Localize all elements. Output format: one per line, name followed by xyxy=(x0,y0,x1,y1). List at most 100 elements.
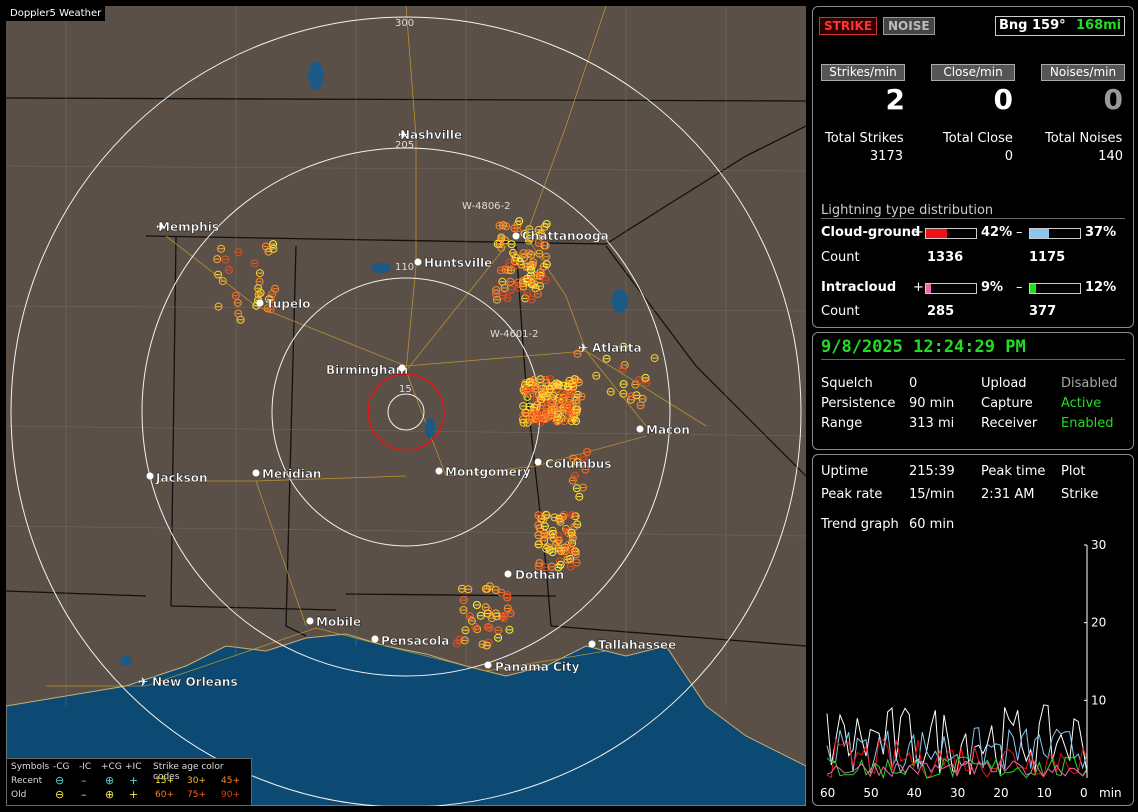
ic-negative-count: 377 xyxy=(1029,304,1057,319)
app-title: Doppler5 Weather xyxy=(6,6,106,21)
receiver-value[interactable]: Enabled xyxy=(1061,416,1114,431)
legend-age-title: Strike age color codes xyxy=(153,762,224,782)
storm-label-2[interactable]: W-4601-2 xyxy=(490,329,539,340)
ic-positive-bar xyxy=(925,283,977,294)
intracloud-label: Intracloud xyxy=(821,280,897,295)
strike-marker-414 xyxy=(575,492,584,501)
uptime-label: Uptime xyxy=(821,464,869,479)
city-dot-mobile xyxy=(306,617,314,625)
city-markers xyxy=(146,232,644,669)
city-dot-tupelo xyxy=(256,299,264,307)
trend-x-tick-label-30: 30 xyxy=(950,786,965,800)
noises-per-min-label[interactable]: Noises/min xyxy=(1041,64,1125,81)
trend-y-tick-label-20: 20 xyxy=(1091,616,1106,630)
strike-map[interactable]: 300 205 110 15 W-4806-2 W-4601-2 Nashvil… xyxy=(6,6,806,806)
range-value[interactable]: 313 mi xyxy=(909,416,955,431)
peak-rate-label: Peak rate xyxy=(821,487,883,502)
strike-marker-419 xyxy=(579,483,587,492)
strike-marker-199 xyxy=(506,266,515,275)
strike-marker-149 xyxy=(536,395,545,404)
ring-label-110: 110 xyxy=(395,262,414,273)
strike-marker-389 xyxy=(478,640,487,649)
strike-marker-409 xyxy=(619,380,628,389)
noise-tag-button[interactable]: NOISE xyxy=(883,17,935,35)
strike-marker-183 xyxy=(507,285,515,294)
strike-marker-213 xyxy=(493,295,501,304)
city-dot-dothan xyxy=(504,570,512,578)
uptime-value: 215:39 xyxy=(909,464,955,479)
strike-tag-button[interactable]: STRIKE xyxy=(819,17,878,35)
strike-marker-418 xyxy=(581,465,590,474)
cloud-ground-label: Cloud-ground xyxy=(821,225,921,240)
strike-marker-334 xyxy=(264,295,273,304)
close-ring xyxy=(367,373,445,451)
strike-marker-356 xyxy=(471,622,480,631)
strike-marker-235 xyxy=(495,221,504,230)
strike-marker-203 xyxy=(523,288,532,297)
strike-marker-342 xyxy=(214,270,223,279)
strike-marker-401 xyxy=(619,389,628,398)
ic-negative-bar-fill xyxy=(1030,284,1036,293)
strike-marker-360 xyxy=(461,626,470,635)
legend-old-label: Old xyxy=(11,790,27,800)
plot-value[interactable]: Strike xyxy=(1061,487,1099,502)
strike-marker-398 xyxy=(577,392,586,401)
city-dot-macon xyxy=(636,425,644,433)
total-strikes-label: Total Strikes xyxy=(825,131,904,146)
strike-marker-301 xyxy=(534,511,543,520)
city-dot-chattanooga xyxy=(512,232,520,240)
strike-marker-281 xyxy=(547,562,556,571)
city-label-memphis: Memphis xyxy=(158,220,219,234)
strike-marker-200 xyxy=(507,240,516,249)
strike-marker-139 xyxy=(525,377,534,386)
strike-marker-236 xyxy=(497,234,506,243)
lakes xyxy=(120,62,628,666)
legend-age-60: 60+ xyxy=(155,790,174,800)
peak-time-label: Peak time xyxy=(981,464,1046,479)
close-per-min-label[interactable]: Close/min xyxy=(931,64,1015,81)
strike-marker-340 xyxy=(213,255,222,264)
strike-marker-309 xyxy=(556,560,565,569)
squelch-value[interactable]: 0 xyxy=(909,376,918,391)
status-panel: 9/8/2025 12:24:29 PM Squelch 0 Upload Di… xyxy=(812,332,1134,450)
strike-stats-panel: STRIKE NOISE Bng 159° 168mi Strikes/min … xyxy=(812,6,1134,328)
city-label-huntsville: Huntsville xyxy=(424,256,492,270)
city-label-jackson: Jackson xyxy=(155,471,208,485)
strike-marker-284 xyxy=(534,540,543,549)
persistence-value[interactable]: 90 min xyxy=(909,396,955,411)
strike-marker-144 xyxy=(541,415,550,423)
total-noises-value: 140 xyxy=(1098,149,1123,164)
strike-marker-322 xyxy=(264,247,273,256)
strikes-per-min-label[interactable]: Strikes/min xyxy=(821,64,905,81)
ic-positive-pct: 9% xyxy=(981,280,1004,295)
ic-minus-sign: – xyxy=(1016,280,1023,295)
strike-marker-242 xyxy=(535,249,544,258)
strike-marker-116 xyxy=(533,384,542,393)
upload-value[interactable]: Disabled xyxy=(1061,376,1118,391)
peak-time-value: 2:31 AM xyxy=(981,487,1035,502)
trend-series-4 xyxy=(826,760,1088,778)
city-label-meridian: Meridian xyxy=(262,467,321,481)
strike-marker-95 xyxy=(560,417,569,425)
strike-marker-384 xyxy=(460,636,469,645)
ic-plus-sign: + xyxy=(913,280,924,295)
cg-count-label: Count xyxy=(821,250,860,265)
strike-marker-168 xyxy=(520,229,529,238)
cg-negative-bar-fill xyxy=(1030,229,1049,238)
legend-old-neg-ic-icon: – xyxy=(81,788,87,801)
legend-old-pos-cg-icon: ⊕ xyxy=(105,788,115,801)
storm-label-1[interactable]: W-4806-2 xyxy=(462,201,511,212)
strike-marker-402 xyxy=(618,364,627,373)
trend-graph-value[interactable]: 60 min xyxy=(909,517,955,532)
city-dot-montgomery xyxy=(435,467,443,475)
strike-marker-330 xyxy=(266,305,275,314)
city-dot-birmingham xyxy=(398,364,406,372)
strike-marker-352 xyxy=(473,625,482,634)
capture-value[interactable]: Active xyxy=(1061,396,1102,411)
strike-marker-344 xyxy=(250,259,259,268)
city-label-atlanta: Atlanta xyxy=(592,341,642,355)
strike-marker-141 xyxy=(554,380,563,389)
city-dot-meridian xyxy=(252,469,260,477)
legend-header-pos-cg: +CG xyxy=(101,762,122,772)
strike-marker-339 xyxy=(255,269,264,278)
